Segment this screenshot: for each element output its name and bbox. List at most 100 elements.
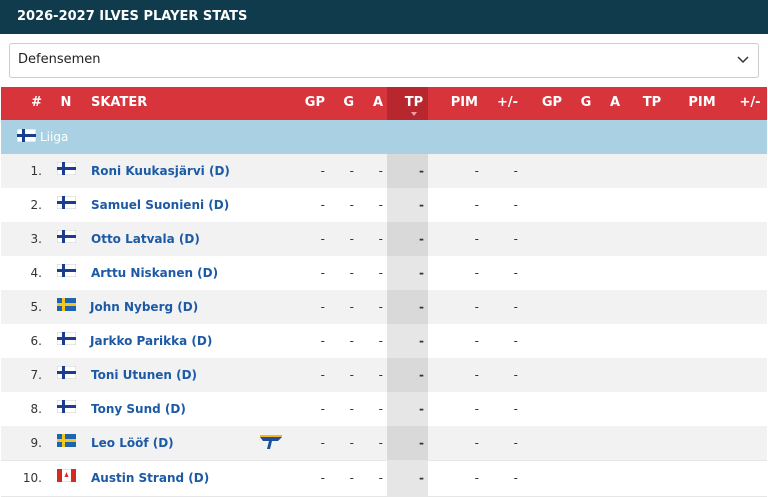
- player-name[interactable]: Austin Strand (D): [91, 471, 210, 485]
- stat-cell: -: [320, 300, 325, 314]
- stat-cell: -: [513, 334, 518, 348]
- table-row: [1, 426, 767, 461]
- sorted-cell: [387, 154, 428, 188]
- flag: [57, 196, 76, 209]
- stat-cell: -: [474, 436, 479, 450]
- flag: [57, 162, 76, 175]
- column-header[interactable]: SKATER: [91, 95, 148, 110]
- stat-cell: -: [320, 334, 325, 348]
- stat-cell: -: [419, 198, 424, 212]
- column-header[interactable]: PIM: [450, 95, 478, 110]
- stat-cell: -: [320, 471, 325, 485]
- stat-cell: -: [349, 198, 354, 212]
- player-name[interactable]: Toni Utunen (D): [91, 368, 198, 382]
- stat-cell: -: [419, 300, 424, 314]
- stat-cell: -: [378, 402, 383, 416]
- player-name[interactable]: John Nyberg (D): [90, 300, 199, 314]
- rank: 4.: [30, 266, 42, 280]
- table-header: [1, 87, 767, 120]
- stat-cell: -: [419, 402, 424, 416]
- column-header[interactable]: N: [60, 95, 72, 110]
- stat-cell: -: [378, 300, 383, 314]
- dropdown-chevron: [737, 56, 749, 64]
- rank: 1.: [30, 164, 42, 178]
- stat-cell: -: [349, 300, 354, 314]
- position-dropdown[interactable]: [9, 43, 759, 78]
- stat-cell: -: [474, 266, 479, 280]
- sorted-cell: [387, 256, 428, 290]
- stat-cell: -: [320, 164, 325, 178]
- column-header[interactable]: TP: [642, 95, 662, 110]
- stat-cell: -: [513, 402, 518, 416]
- stat-cell: -: [419, 232, 424, 246]
- flag: [57, 298, 76, 311]
- table-row: [1, 154, 767, 189]
- stat-cell: -: [349, 368, 354, 382]
- stat-cell: -: [349, 436, 354, 450]
- rank: 9.: [30, 436, 42, 450]
- player-name[interactable]: Otto Latvala (D): [91, 232, 200, 246]
- column-header[interactable]: TP: [404, 95, 424, 110]
- league-name[interactable]: Liiga: [40, 130, 69, 144]
- sorted-cell: [387, 222, 428, 256]
- flag: [57, 332, 76, 345]
- stat-cell: -: [474, 334, 479, 348]
- stat-cell: -: [419, 471, 424, 485]
- column-header[interactable]: +/-: [739, 95, 761, 110]
- table-row: [1, 290, 767, 325]
- sort-arrow: [411, 112, 417, 116]
- column-header[interactable]: GP: [304, 95, 325, 110]
- column-header[interactable]: +/-: [496, 95, 518, 110]
- stat-cell: -: [378, 164, 383, 178]
- player-name[interactable]: Jarkko Parikka (D): [90, 334, 213, 348]
- stat-cell: -: [513, 198, 518, 212]
- stat-cell: -: [474, 402, 479, 416]
- flag: [57, 400, 76, 413]
- stat-cell: -: [378, 334, 383, 348]
- stat-cell: -: [513, 368, 518, 382]
- stat-cell: -: [320, 266, 325, 280]
- rank: 8.: [30, 402, 42, 416]
- column-header[interactable]: PIM: [688, 95, 716, 110]
- column-header[interactable]: A: [372, 95, 383, 110]
- rank: 7.: [30, 368, 42, 382]
- player-name[interactable]: Tony Sund (D): [91, 402, 186, 416]
- player-name[interactable]: Roni Kuukasjärvi (D): [91, 164, 230, 178]
- stat-cell: -: [378, 266, 383, 280]
- sorted-cell: [387, 324, 428, 358]
- dropdown-value[interactable]: Defensemen: [18, 52, 101, 67]
- stat-cell: -: [419, 334, 424, 348]
- player-name[interactable]: Leo Lööf (D): [91, 436, 174, 450]
- stat-cell: -: [419, 266, 424, 280]
- stat-cell: -: [419, 164, 424, 178]
- stat-cell: -: [378, 471, 383, 485]
- stat-cell: -: [349, 402, 354, 416]
- flag: [57, 434, 76, 447]
- column-header[interactable]: #: [31, 95, 42, 110]
- stat-cell: -: [349, 164, 354, 178]
- stat-cell: -: [474, 300, 479, 314]
- stat-cell: -: [349, 266, 354, 280]
- stat-cell: -: [513, 232, 518, 246]
- column-header[interactable]: A: [609, 95, 621, 110]
- flag: [57, 264, 76, 277]
- stat-cell: -: [378, 198, 383, 212]
- stat-cell: -: [349, 334, 354, 348]
- player-name[interactable]: Samuel Suonieni (D): [91, 198, 230, 212]
- sorted-cell: [387, 392, 428, 426]
- sorted-cell: [387, 461, 428, 496]
- stat-cell: -: [320, 436, 325, 450]
- column-header[interactable]: G: [580, 95, 592, 110]
- stat-cell: -: [378, 232, 383, 246]
- stat-cell: -: [474, 164, 479, 178]
- flag: [57, 366, 76, 379]
- stat-cell: -: [513, 266, 518, 280]
- stat-cell: -: [320, 232, 325, 246]
- stat-cell: -: [513, 471, 518, 485]
- flag: [17, 129, 36, 142]
- rank: 3.: [30, 232, 42, 246]
- column-header[interactable]: G: [343, 95, 354, 110]
- player-name[interactable]: Arttu Niskanen (D): [91, 266, 219, 280]
- column-header[interactable]: GP: [541, 95, 563, 110]
